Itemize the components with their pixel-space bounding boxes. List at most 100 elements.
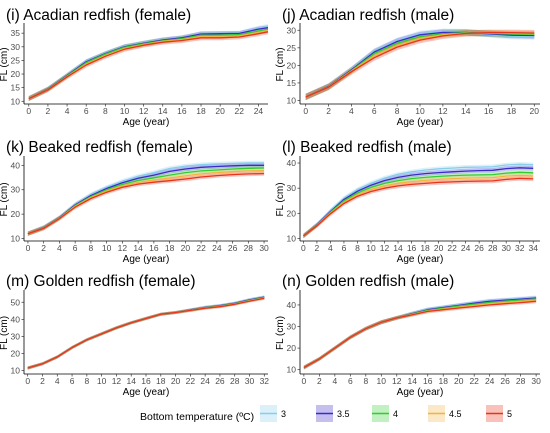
x-tick-label: 24 <box>212 243 222 253</box>
y-tick-label: 10 <box>287 365 297 375</box>
ribbon-3.5 <box>303 296 537 370</box>
x-tick-label: 30 <box>259 243 269 253</box>
x-tick-label: 8 <box>103 106 108 116</box>
ribbon-3.5 <box>27 163 265 236</box>
panel-title: (n) Golden redfish (male) <box>282 273 454 290</box>
x-tick-label: 4 <box>349 106 354 116</box>
x-tick-label: 18 <box>156 376 166 386</box>
x-tick-label: 0 <box>25 376 30 386</box>
x-tick-label: 4 <box>65 106 70 116</box>
x-tick-label: 14 <box>126 376 136 386</box>
x-tick-label: 32 <box>260 376 270 386</box>
y-tick-label: 10 <box>11 234 21 244</box>
x-tick-label: 22 <box>447 243 457 253</box>
ribbon-4 <box>27 165 265 236</box>
y-axis-label: FL (cm) <box>275 182 286 216</box>
x-tick-label: 28 <box>516 376 526 386</box>
x-tick-label: 26 <box>228 243 238 253</box>
ribbon-4.5 <box>27 296 265 370</box>
x-tick-label: 6 <box>84 106 89 116</box>
x-tick-label: 6 <box>342 243 347 253</box>
y-tick-label: 40 <box>287 158 297 168</box>
x-tick-label: 32 <box>515 243 525 253</box>
x-tick-label: 24 <box>461 243 471 253</box>
x-tick-label: 10 <box>415 106 425 116</box>
series-line-5 <box>303 300 537 369</box>
x-tick-label: 30 <box>245 376 255 386</box>
x-tick-label: 2 <box>40 376 45 386</box>
x-tick-label: 14 <box>408 376 418 386</box>
x-tick-label: 4 <box>332 376 337 386</box>
y-tick-label: 30 <box>11 331 21 341</box>
series-line-3.5 <box>302 167 534 237</box>
x-tick-label: 24 <box>254 106 264 116</box>
legend-label: 4.5 <box>449 409 462 419</box>
ribbon-3 <box>27 160 265 236</box>
x-tick-label: 18 <box>165 243 175 253</box>
ribbon-4.5 <box>27 168 265 236</box>
x-tick-label: 16 <box>407 243 417 253</box>
x-tick-label: 14 <box>133 243 143 253</box>
x-tick-label: 2 <box>41 243 46 253</box>
y-tick-label: 35 <box>11 28 21 38</box>
y-axis-label: FL (cm) <box>275 316 286 350</box>
x-tick-label: 16 <box>177 106 187 116</box>
x-tick-label: 0 <box>303 106 308 116</box>
x-tick-label: 24 <box>200 376 210 386</box>
legend-title: Bottom temperature (ºC) <box>140 411 254 423</box>
x-axis-label: Age (year) <box>123 117 170 128</box>
x-tick-label: 0 <box>26 243 31 253</box>
x-tick-label: 4 <box>55 376 60 386</box>
y-tick-label: 20 <box>11 349 21 359</box>
series-line-3 <box>27 296 265 369</box>
x-tick-label: 18 <box>420 243 430 253</box>
x-tick-label: 6 <box>372 106 377 116</box>
x-tick-label: 0 <box>26 106 31 116</box>
y-tick-label: 30 <box>287 183 297 193</box>
x-tick-label: 2 <box>326 106 331 116</box>
ribbon-3 <box>303 295 537 370</box>
x-tick-label: 20 <box>454 376 464 386</box>
series-line-5 <box>303 177 534 237</box>
y-tick-label: 30 <box>11 185 21 195</box>
series-line-3.5 <box>27 296 265 369</box>
series-line-5 <box>305 32 535 98</box>
series-line-3 <box>302 163 534 237</box>
x-tick-label: 8 <box>355 243 360 253</box>
x-tick-label: 2 <box>317 376 322 386</box>
x-tick-label: 22 <box>196 243 206 253</box>
x-tick-label: 20 <box>215 106 225 116</box>
y-tick-label: 20 <box>287 60 297 70</box>
x-tick-label: 12 <box>392 376 402 386</box>
x-tick-label: 10 <box>366 243 376 253</box>
x-tick-label: 12 <box>139 106 149 116</box>
y-tick-label: 25 <box>287 43 297 53</box>
x-tick-label: 20 <box>171 376 181 386</box>
legend-label: 5 <box>507 409 512 419</box>
y-tick-label: 10 <box>11 366 21 376</box>
x-tick-label: 6 <box>348 376 353 386</box>
x-tick-label: 4 <box>57 243 62 253</box>
x-tick-label: 10 <box>120 106 130 116</box>
y-axis-label: FL (cm) <box>275 47 286 81</box>
y-tick-label: 20 <box>11 69 21 79</box>
y-tick-label: 10 <box>287 95 297 105</box>
panel-1: (i) Acadian redfish (female)0 2 4 6 8 10 12 14 1… <box>0 7 269 128</box>
y-tick-label: 20 <box>11 209 21 219</box>
x-tick-label: 14 <box>393 243 403 253</box>
y-tick-label: 30 <box>11 42 21 52</box>
series-line-4 <box>302 171 534 237</box>
y-tick-label: 15 <box>11 83 21 93</box>
ribbon-5 <box>27 296 265 370</box>
x-tick-label: 28 <box>244 243 254 253</box>
y-tick-label: 40 <box>11 314 21 324</box>
x-tick-label: 14 <box>158 106 168 116</box>
legend-entry-3.5: 3.5 <box>316 405 350 422</box>
y-tick-label: 10 <box>11 96 21 106</box>
x-tick-label: 8 <box>395 106 400 116</box>
ribbon-5 <box>27 171 265 236</box>
series-line-3.5 <box>303 297 537 369</box>
x-tick-label: 22 <box>186 376 196 386</box>
x-tick-label: 10 <box>102 243 112 253</box>
y-tick-label: 10 <box>287 233 297 243</box>
